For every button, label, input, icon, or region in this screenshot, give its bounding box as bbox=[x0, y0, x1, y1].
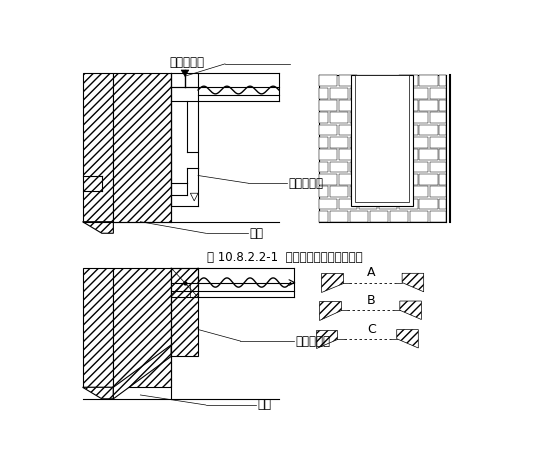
Polygon shape bbox=[400, 301, 421, 320]
Bar bbox=[339, 75, 358, 86]
Bar bbox=[410, 137, 428, 148]
Bar bbox=[399, 198, 418, 209]
Bar bbox=[319, 211, 328, 222]
Bar bbox=[399, 149, 418, 160]
Bar bbox=[319, 100, 338, 111]
Text: 防火木门框: 防火木门框 bbox=[296, 335, 331, 348]
Bar bbox=[430, 112, 446, 123]
Bar bbox=[439, 198, 446, 209]
Bar bbox=[319, 137, 328, 148]
Bar bbox=[410, 186, 428, 197]
Bar bbox=[339, 174, 358, 185]
Bar bbox=[330, 88, 348, 98]
Bar bbox=[330, 211, 348, 222]
Bar bbox=[351, 75, 413, 206]
Bar bbox=[339, 198, 358, 209]
Bar bbox=[399, 174, 418, 185]
Polygon shape bbox=[82, 387, 114, 399]
Bar bbox=[355, 75, 409, 203]
Bar bbox=[319, 75, 338, 86]
Bar bbox=[319, 124, 338, 135]
Bar bbox=[330, 137, 348, 148]
Bar bbox=[419, 174, 438, 185]
Bar bbox=[319, 186, 328, 197]
Bar bbox=[350, 186, 368, 197]
Bar bbox=[350, 161, 368, 172]
Bar bbox=[410, 88, 428, 98]
Bar bbox=[339, 149, 358, 160]
Bar bbox=[430, 211, 446, 222]
Text: 图 10.8.2.2-1  钙木质防火门结构安装图: 图 10.8.2.2-1 钙木质防火门结构安装图 bbox=[207, 251, 363, 264]
Polygon shape bbox=[82, 222, 114, 233]
Polygon shape bbox=[319, 301, 340, 320]
Polygon shape bbox=[82, 268, 114, 387]
Bar bbox=[319, 198, 338, 209]
Text: A: A bbox=[367, 266, 375, 279]
Bar bbox=[319, 149, 338, 160]
Polygon shape bbox=[316, 329, 338, 348]
Text: 墙体: 墙体 bbox=[257, 398, 271, 411]
Bar bbox=[171, 268, 198, 357]
Bar bbox=[399, 124, 418, 135]
Bar bbox=[410, 161, 428, 172]
Bar bbox=[330, 161, 348, 172]
Polygon shape bbox=[82, 73, 114, 222]
Bar bbox=[439, 100, 446, 111]
Text: 墙体: 墙体 bbox=[250, 227, 263, 240]
Bar bbox=[114, 73, 171, 222]
Bar bbox=[339, 100, 358, 111]
Bar bbox=[419, 198, 438, 209]
Bar bbox=[399, 100, 418, 111]
Bar bbox=[319, 174, 338, 185]
Bar bbox=[319, 161, 328, 172]
Bar bbox=[439, 124, 446, 135]
Text: B: B bbox=[367, 294, 375, 307]
Bar bbox=[430, 137, 446, 148]
Bar bbox=[410, 211, 428, 222]
Bar bbox=[319, 88, 328, 98]
Polygon shape bbox=[402, 273, 424, 292]
Text: C: C bbox=[367, 322, 375, 336]
Bar bbox=[330, 112, 348, 123]
Bar bbox=[399, 75, 418, 86]
Bar bbox=[350, 112, 368, 123]
Bar bbox=[439, 149, 446, 160]
Bar bbox=[430, 161, 446, 172]
Bar bbox=[319, 112, 328, 123]
Bar bbox=[419, 124, 438, 135]
Bar bbox=[430, 186, 446, 197]
Bar bbox=[370, 211, 388, 222]
Bar bbox=[430, 88, 446, 98]
Bar bbox=[350, 211, 368, 222]
Polygon shape bbox=[397, 329, 418, 348]
Bar bbox=[390, 211, 408, 222]
Bar bbox=[439, 75, 446, 86]
Bar bbox=[350, 137, 368, 148]
Polygon shape bbox=[114, 345, 171, 399]
Bar bbox=[114, 268, 171, 387]
Polygon shape bbox=[181, 70, 189, 76]
Bar bbox=[439, 174, 446, 185]
Text: 打钉拉铁皮: 打钉拉铁皮 bbox=[169, 56, 204, 69]
Bar bbox=[419, 75, 438, 86]
Bar bbox=[419, 149, 438, 160]
Polygon shape bbox=[321, 273, 343, 292]
Bar bbox=[339, 124, 358, 135]
Bar bbox=[419, 100, 438, 111]
Bar bbox=[350, 88, 368, 98]
Polygon shape bbox=[190, 193, 198, 201]
Bar bbox=[330, 186, 348, 197]
Bar bbox=[410, 112, 428, 123]
Text: 钙防火门框: 钙防火门框 bbox=[288, 177, 323, 190]
Bar bbox=[359, 198, 378, 209]
Bar bbox=[379, 198, 398, 209]
